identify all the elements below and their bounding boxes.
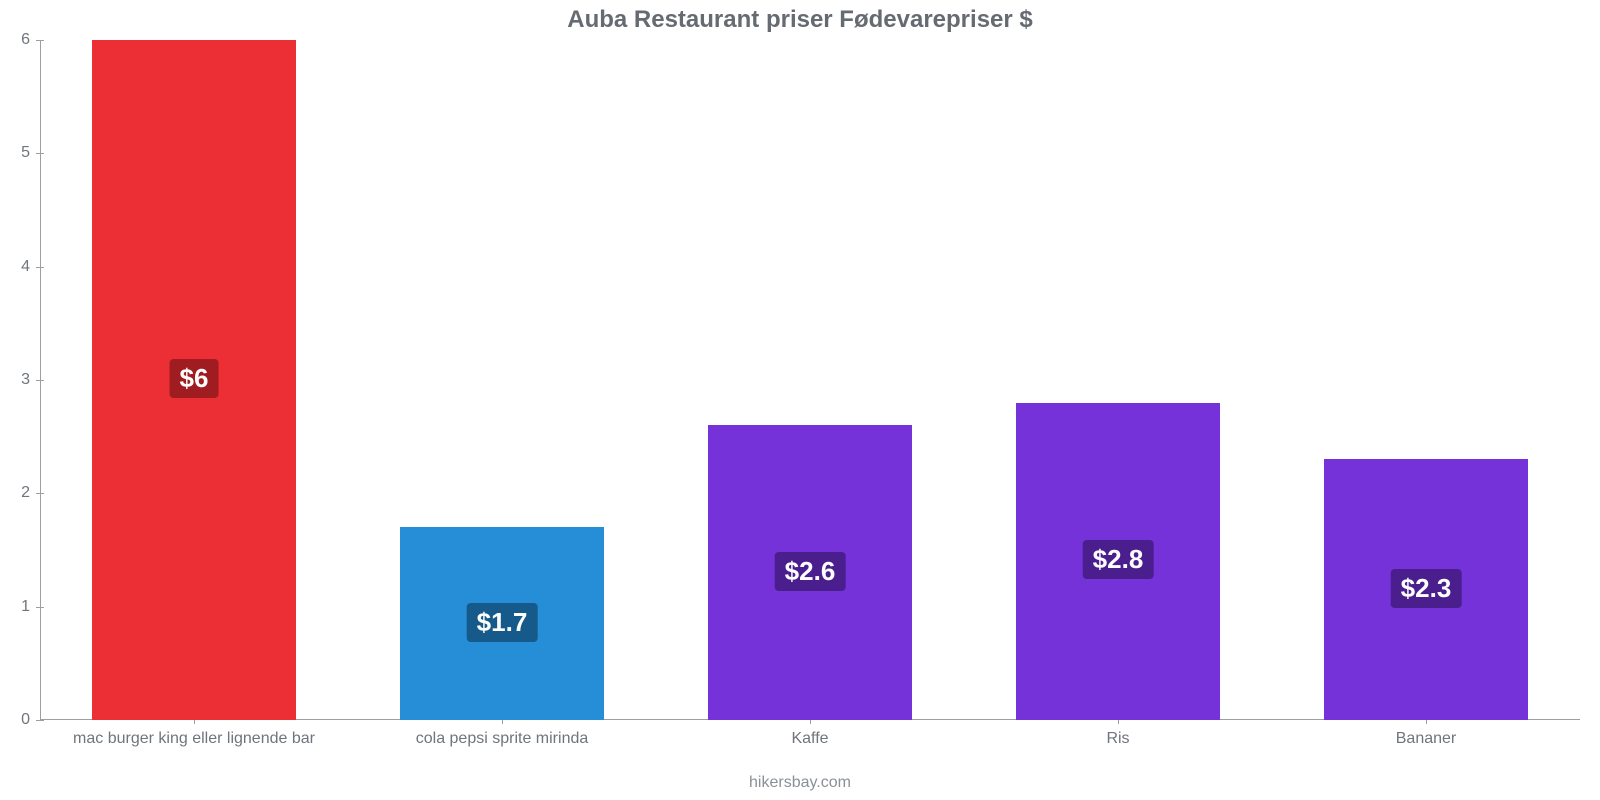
y-tick-label: 0 (21, 711, 40, 729)
x-tick-label: Kaffe (791, 720, 828, 748)
chart-title: Auba Restaurant priser Fødevarepriser $ (0, 6, 1600, 34)
value-badge: $2.8 (1083, 540, 1154, 579)
y-tick-label: 1 (21, 598, 40, 616)
y-tick-label: 4 (21, 258, 40, 276)
value-badge: $1.7 (467, 603, 538, 642)
x-tick-label: mac burger king eller lignende bar (73, 720, 315, 748)
value-badge: $2.6 (775, 552, 846, 591)
y-tick-label: 3 (21, 371, 40, 389)
bar: $2.3 (1324, 459, 1527, 720)
bar: $6 (92, 40, 295, 720)
bar: $2.8 (1016, 403, 1219, 720)
value-badge: $6 (170, 359, 219, 398)
x-tick-label: Ris (1106, 720, 1129, 748)
x-tick-label: Bananer (1396, 720, 1457, 748)
y-tick-label: 5 (21, 144, 40, 162)
chart-footer: hikersbay.com (0, 774, 1600, 792)
y-tick-label: 6 (21, 31, 40, 49)
plot-area: 0123456mac burger king eller lignende ba… (40, 40, 1580, 720)
x-tick-label: cola pepsi sprite mirinda (416, 720, 589, 748)
price-chart: Auba Restaurant priser Fødevarepriser $ … (0, 0, 1600, 800)
value-badge: $2.3 (1391, 569, 1462, 608)
y-tick-label: 2 (21, 484, 40, 502)
bar: $1.7 (400, 527, 603, 720)
bar: $2.6 (708, 425, 911, 720)
